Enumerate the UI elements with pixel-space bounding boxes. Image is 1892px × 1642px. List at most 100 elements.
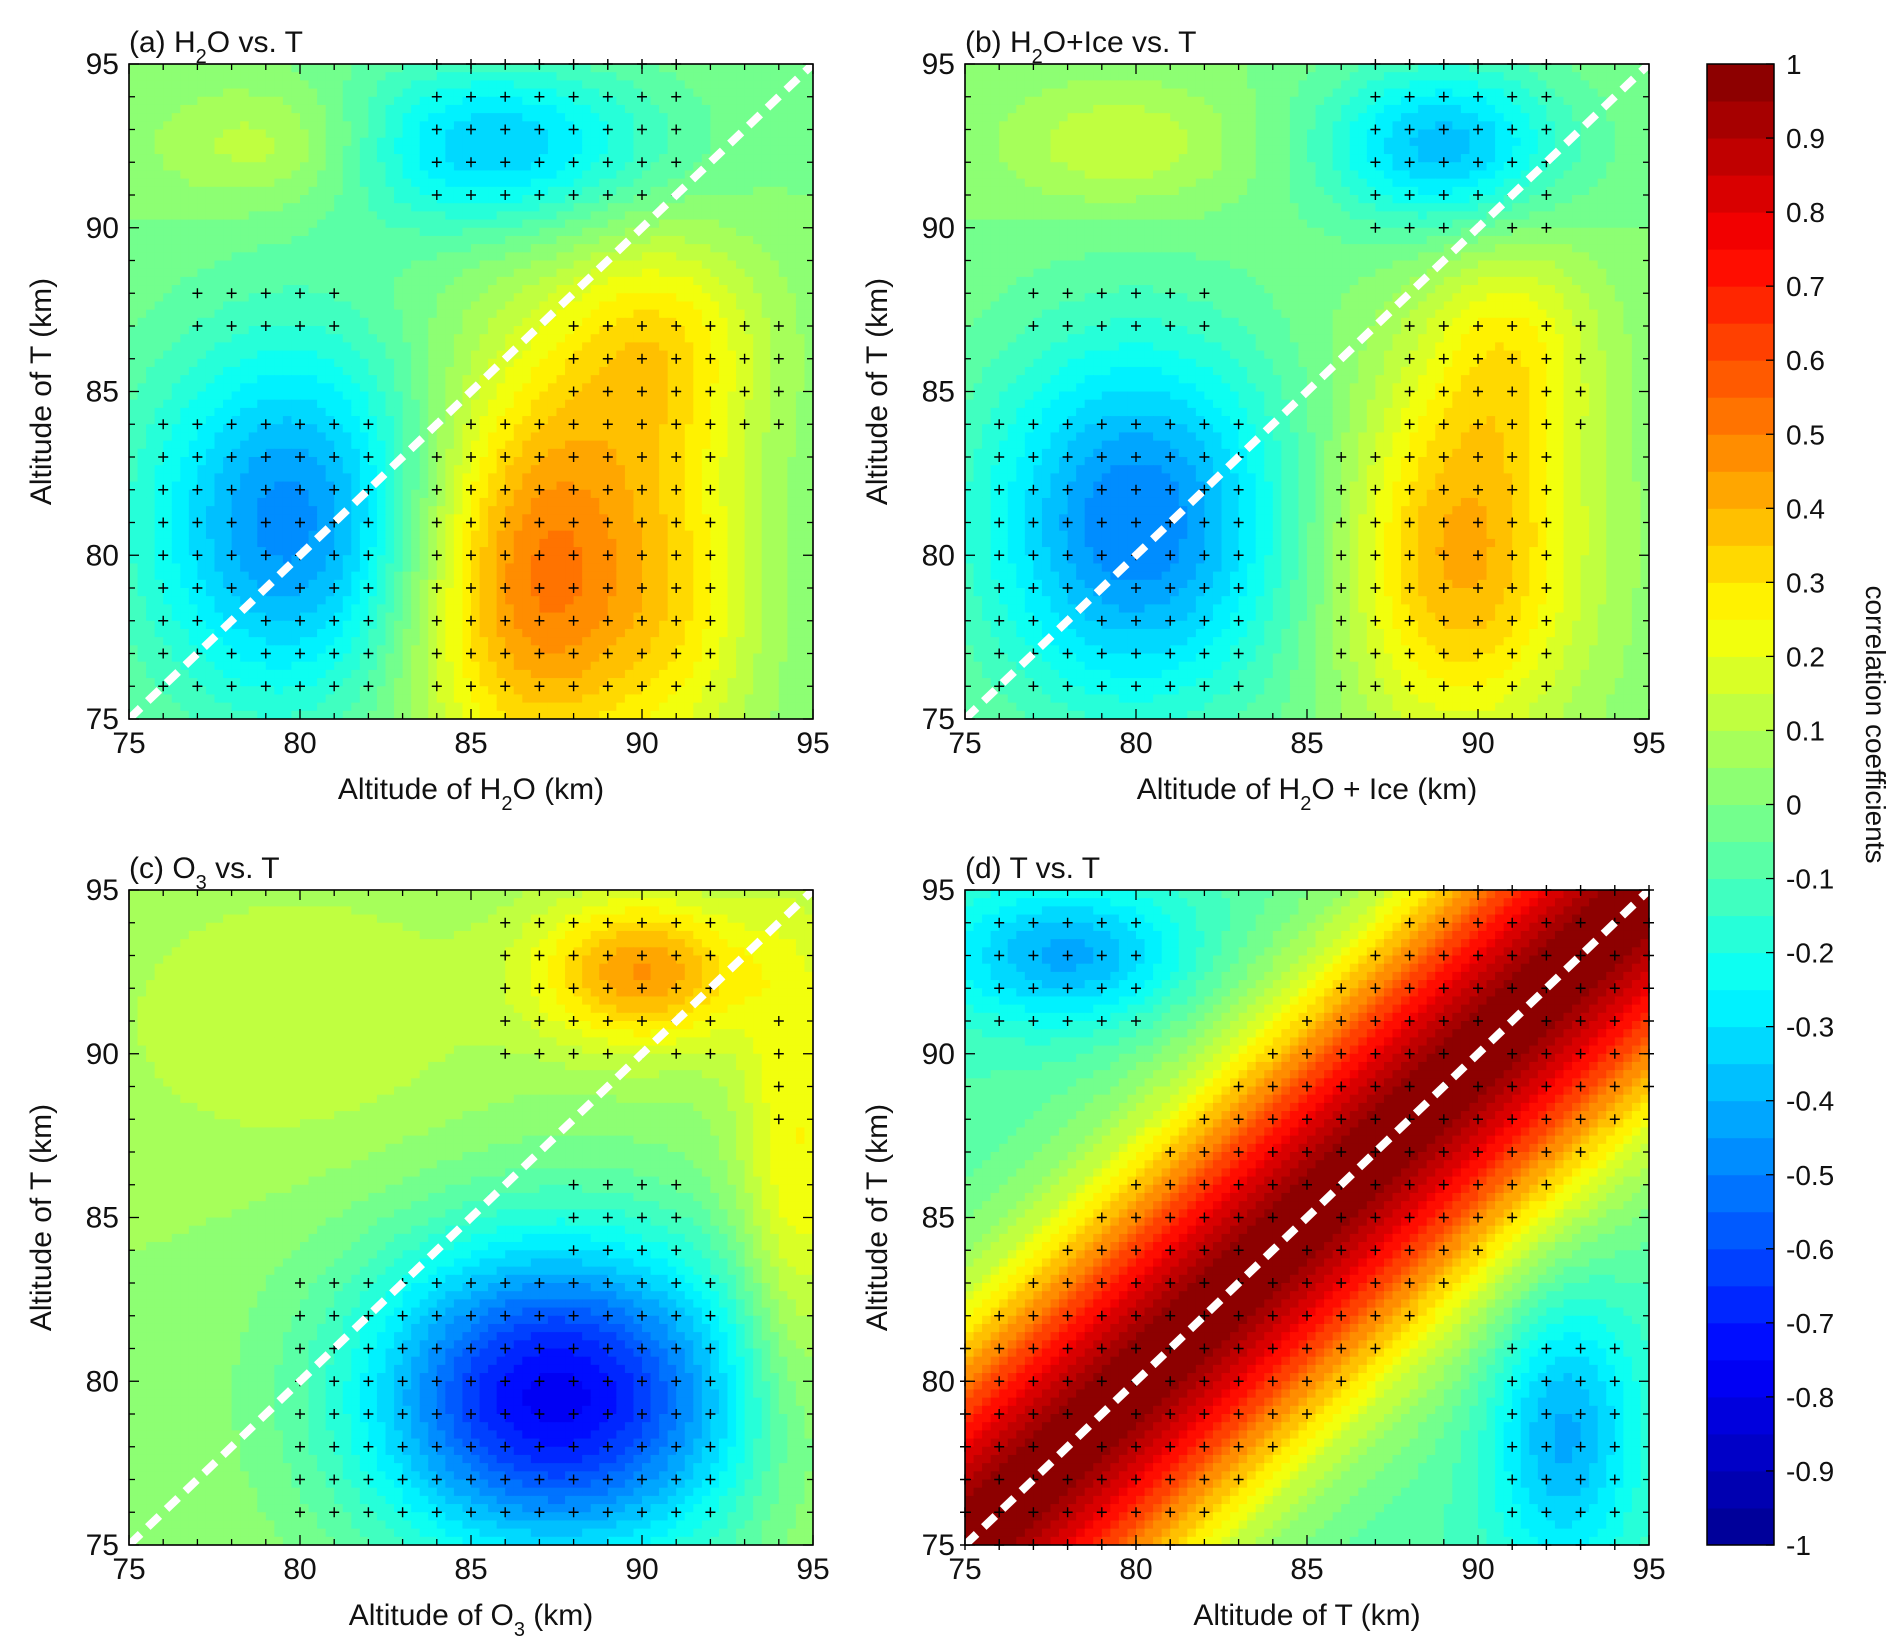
significance-mark (637, 917, 647, 928)
significance-mark (1028, 1507, 1039, 1518)
significance-mark (534, 950, 545, 961)
significance-mark (500, 124, 511, 135)
significance-mark (1609, 1343, 1620, 1354)
significance-mark (158, 419, 169, 430)
significance-mark (1575, 1376, 1586, 1387)
significance-mark (1370, 1278, 1381, 1288)
significance-mark (363, 419, 374, 430)
significance-mark (602, 1441, 613, 1452)
x-tick-label: 80 (1119, 1553, 1152, 1586)
significance-mark (500, 583, 511, 593)
y-tick-label: 90 (922, 212, 955, 245)
significance-mark (1507, 353, 1518, 364)
significance-mark (397, 1441, 408, 1452)
x-axis-title: Altitude of O3 (km) (349, 1599, 594, 1641)
significance-mark (1131, 1507, 1141, 1518)
significance-mark (1096, 1376, 1107, 1387)
significance-mark (1028, 1016, 1039, 1026)
significance-mark (329, 681, 340, 692)
significance-mark (568, 917, 579, 928)
significance-mark (1438, 983, 1449, 994)
significance-mark (671, 124, 682, 135)
colorbar-band (1707, 989, 1774, 1028)
significance-mark (994, 1016, 1005, 1026)
colorbar-tick-label: 1 (1786, 49, 1802, 80)
y-axis-title: Altitude of T (km) (861, 278, 894, 505)
significance-mark (602, 917, 613, 928)
significance-mark (1165, 321, 1176, 331)
significance-mark (568, 452, 579, 462)
significance-mark (1096, 681, 1107, 692)
significance-mark (192, 583, 203, 593)
significance-mark (1302, 1409, 1312, 1419)
significance-mark (1062, 288, 1073, 299)
significance-mark (1131, 615, 1141, 626)
significance-mark (602, 321, 613, 331)
significance-mark (1233, 1376, 1244, 1387)
significance-mark (1096, 288, 1107, 299)
significance-mark (1370, 983, 1381, 994)
significance-mark (1096, 1343, 1107, 1354)
significance-mark (500, 681, 511, 692)
significance-mark (1541, 1376, 1552, 1387)
x-tick-label: 75 (112, 727, 145, 760)
significance-mark (1199, 1376, 1210, 1387)
significance-mark (192, 484, 203, 495)
significance-mark (1404, 1048, 1415, 1059)
significance-mark (397, 1474, 408, 1485)
y-tick-label: 75 (86, 1529, 119, 1562)
significance-mark (363, 1474, 374, 1485)
significance-mark (1541, 648, 1552, 659)
colorbar-tick-label: -0.2 (1786, 938, 1834, 969)
significance-mark (363, 1409, 374, 1419)
significance-mark (602, 157, 613, 168)
colorbar-band (1707, 1211, 1774, 1250)
significance-mark (1370, 648, 1381, 659)
significance-mark (500, 1278, 511, 1288)
significance-mark (158, 484, 169, 495)
significance-mark (1370, 583, 1381, 593)
colorbar-band (1707, 434, 1774, 472)
significance-mark (1575, 1048, 1586, 1059)
significance-mark (705, 615, 716, 626)
significance-mark (1062, 917, 1073, 928)
significance-mark (739, 386, 750, 397)
significance-mark (637, 353, 647, 364)
significance-mark (1267, 1278, 1278, 1288)
significance-mark (1199, 1114, 1210, 1125)
significance-mark (1062, 983, 1073, 994)
significance-mark (1438, 386, 1449, 397)
x-tick-label: 95 (1632, 1553, 1665, 1586)
significance-mark (500, 190, 511, 200)
significance-mark (1199, 1441, 1210, 1452)
significance-mark (329, 1310, 340, 1321)
significance-mark (1507, 1147, 1518, 1157)
colorbar-tick-label: 0.3 (1786, 567, 1825, 598)
significance-mark (158, 583, 169, 593)
significance-mark (1507, 1114, 1518, 1125)
colorbar-band (1707, 693, 1774, 731)
x-tick-label: 75 (948, 1553, 981, 1586)
significance-mark (1438, 550, 1449, 561)
significance-mark (1199, 484, 1210, 495)
significance-mark (1302, 1278, 1312, 1288)
significance-mark (1165, 1147, 1176, 1157)
significance-mark (773, 321, 784, 331)
significance-mark (500, 452, 511, 462)
significance-mark (1370, 1048, 1381, 1059)
heatmap-field (965, 890, 1649, 1545)
significance-mark (602, 648, 613, 659)
significance-mark (1233, 517, 1244, 528)
significance-mark (1336, 517, 1347, 528)
significance-mark (1370, 484, 1381, 495)
significance-mark (1336, 1278, 1347, 1288)
significance-mark (1096, 484, 1107, 495)
colorbar-band (1707, 175, 1774, 213)
significance-mark (1473, 419, 1483, 430)
significance-mark (1404, 1147, 1415, 1157)
x-axis-title: Altitude of H2O + Ice (km) (1137, 773, 1477, 815)
significance-mark (671, 550, 682, 561)
significance-mark (1473, 124, 1483, 135)
significance-mark (1507, 648, 1518, 659)
significance-mark (1473, 484, 1483, 495)
